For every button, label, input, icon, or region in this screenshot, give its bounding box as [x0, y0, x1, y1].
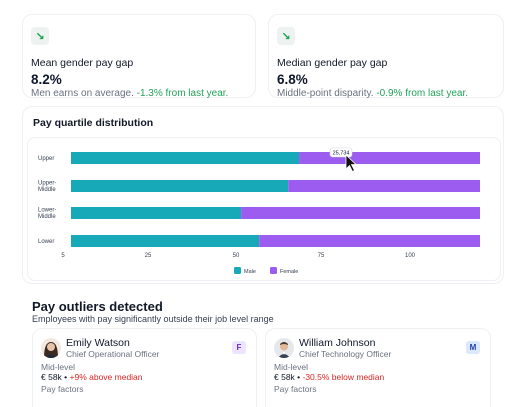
- tooltip-box: [329, 147, 353, 158]
- cursor-icon: [345, 154, 358, 173]
- outlier-card-william[interactable]: William Johnson Chief Technology Officer…: [265, 328, 491, 407]
- person-pay-factors: Pay factors: [41, 384, 84, 394]
- quartile-chart-panel: Upper Upper- Middle Lower- Middle Lower 5 25 50 7…: [27, 137, 501, 281]
- outliers-subtitle: Employees with pay significantly outside…: [32, 314, 274, 324]
- x-tick-label: 100: [405, 253, 416, 259]
- avatar: [41, 338, 61, 358]
- person-role: Chief Operational Officer: [66, 349, 160, 359]
- bar-female: [259, 235, 480, 247]
- y-tick-label: Upper: [38, 156, 54, 162]
- mean-gap-change: -1.3% from last year.: [136, 88, 229, 99]
- bar-male: [71, 152, 300, 164]
- person-salary-value: € 58k: [41, 372, 62, 382]
- outliers-title: Pay outliers detected: [32, 299, 163, 314]
- avatar: [274, 338, 294, 358]
- median-gap-change: -0.9% from last year.: [376, 88, 469, 99]
- y-tick-label: Middle: [38, 187, 56, 193]
- person-name: William Johnson: [299, 337, 376, 349]
- x-tick-label: 5: [61, 253, 65, 259]
- median-gap-title: Median gender pay gap: [277, 57, 388, 69]
- y-tick-label: Middle: [38, 214, 56, 220]
- person-pay-factors: Pay factors: [274, 384, 317, 394]
- gender-badge: M: [466, 341, 480, 354]
- mean-gap-card: ↘ Mean gender pay gap 8.2% Men earns on …: [22, 14, 256, 99]
- quartile-chart-title: Pay quartile distribution: [33, 117, 154, 129]
- bar-male: [71, 207, 242, 219]
- bar-male: [71, 180, 289, 192]
- x-tick-label: 25: [145, 253, 152, 259]
- mean-gap-value: 8.2%: [31, 72, 62, 87]
- y-tick-label: Lower: [38, 239, 54, 245]
- mean-gap-desc-text: Men earns on average.: [31, 88, 134, 99]
- legend-label-male: Male: [244, 269, 256, 275]
- arrow-down-right-icon: ↘: [31, 27, 49, 45]
- person-salary: € 58k • -30.5% below median: [274, 372, 385, 382]
- y-tick-label: Upper-: [38, 181, 56, 187]
- gender-badge: F: [232, 341, 246, 354]
- person-role: Chief Technology Officer: [299, 349, 392, 359]
- outlier-card-emily[interactable]: Emily Watson Chief Operational Officer F…: [32, 328, 257, 407]
- bar-male: [71, 235, 260, 247]
- bar-female: [288, 180, 480, 192]
- person-level: Mid-level: [274, 362, 309, 372]
- tooltip-text: 25,734: [333, 151, 350, 157]
- arrow-down-right-icon: ↘: [277, 27, 295, 45]
- legend-label-female: Female: [280, 269, 298, 275]
- median-gap-desc: Middle-point disparity. -0.9% from last …: [277, 88, 468, 99]
- median-gap-desc-text: Middle-point disparity.: [277, 88, 374, 99]
- mean-gap-title: Mean gender pay gap: [31, 57, 134, 69]
- person-salary-delta: +9% above median: [69, 372, 143, 382]
- bar-female: [241, 207, 480, 219]
- mean-gap-desc: Men earns on average. -1.3% from last ye…: [31, 88, 228, 99]
- person-salary: € 58k • +9% above median: [41, 372, 143, 382]
- y-tick-label: Lower-: [38, 208, 56, 214]
- median-gap-card: ↘ Median gender pay gap 6.8% Middle-poin…: [268, 14, 504, 99]
- bar-female: [299, 152, 480, 164]
- quartile-chart-card: Pay quartile distribution Upper Upper- Mid…: [22, 106, 504, 284]
- person-salary-value: € 58k: [274, 372, 295, 382]
- person-name: Emily Watson: [66, 337, 130, 349]
- legend-swatch-male: [234, 267, 241, 274]
- x-tick-label: 50: [233, 253, 240, 259]
- person-level: Mid-level: [41, 362, 76, 372]
- legend-swatch-female: [270, 267, 277, 274]
- x-tick-label: 75: [318, 253, 325, 259]
- median-gap-value: 6.8%: [277, 72, 308, 87]
- person-salary-delta: -30.5% below median: [302, 372, 385, 382]
